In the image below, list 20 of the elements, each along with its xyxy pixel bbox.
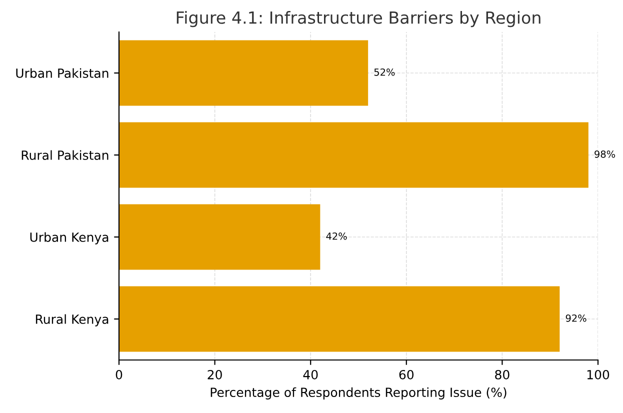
x-tick-label: 40 xyxy=(303,370,318,380)
y-tick-label: Urban Kenya xyxy=(30,232,108,244)
bar xyxy=(119,204,320,270)
x-tick-label: 60 xyxy=(399,370,414,380)
chart-title: Figure 4.1: Infrastructure Barriers by Region xyxy=(176,11,540,28)
x-axis-title: Percentage of Respondents Reporting Issue (%) xyxy=(210,387,506,400)
data-label: 52% xyxy=(374,68,395,76)
x-tick-label: 100 xyxy=(587,370,610,380)
data-label: 98% xyxy=(594,150,616,158)
y-tick-label: Rural Kenya xyxy=(36,314,108,326)
y-tick-label: Urban Pakistan xyxy=(16,68,108,78)
x-tick-label: 0 xyxy=(116,370,122,380)
bar xyxy=(119,122,588,188)
bar xyxy=(119,286,560,352)
data-label: 92% xyxy=(566,314,586,322)
x-tick-label: 20 xyxy=(208,370,222,380)
y-tick-label: Rural Pakistan xyxy=(22,150,108,160)
bar xyxy=(119,40,368,106)
x-tick-label: 80 xyxy=(495,370,510,380)
data-label: 42% xyxy=(326,232,347,240)
